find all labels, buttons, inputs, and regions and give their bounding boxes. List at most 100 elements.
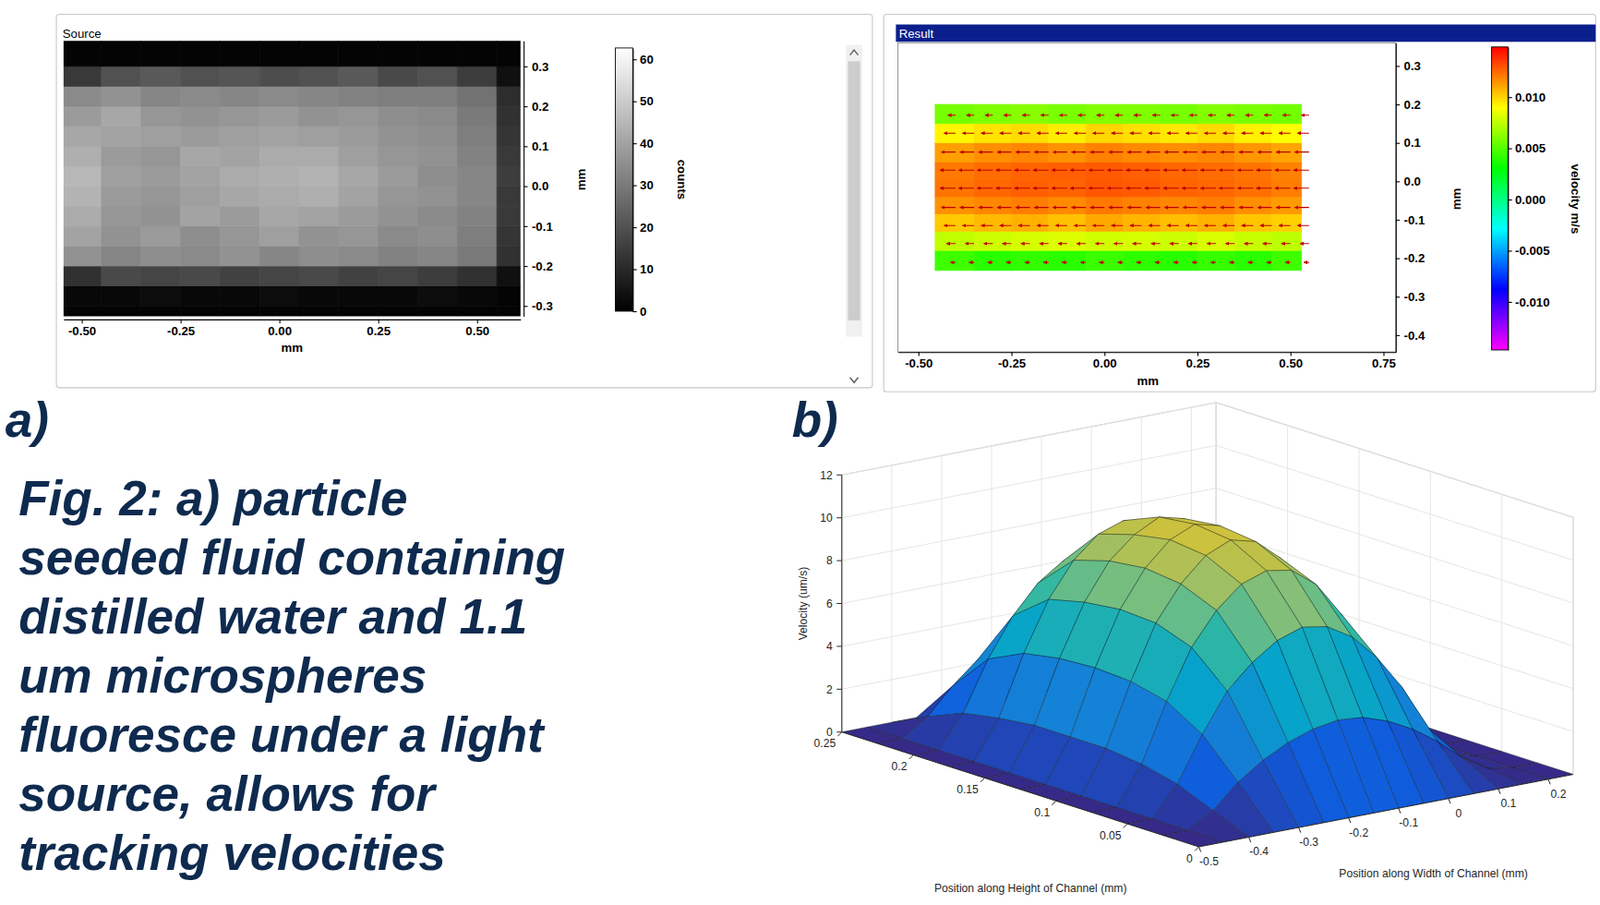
vector [958, 169, 975, 171]
cell [1197, 123, 1235, 144]
tick-mark [523, 145, 528, 147]
tick-label: 0.50 [1278, 356, 1303, 371]
cell [1272, 196, 1302, 215]
grid-line [1215, 402, 1574, 518]
vector [1148, 225, 1161, 227]
cell [1160, 250, 1198, 271]
tick-mark [279, 319, 281, 324]
cell [1234, 143, 1272, 163]
tick-label: -0.1 [1398, 816, 1419, 830]
tick: 0.3 [1395, 59, 1421, 73]
cell [338, 126, 379, 147]
cell [219, 145, 260, 167]
cell [378, 286, 419, 307]
vector [1040, 114, 1048, 116]
vector [1058, 114, 1067, 116]
vector [1229, 262, 1236, 264]
scroll-down[interactable] [850, 377, 859, 384]
vector [999, 225, 1012, 227]
cell [417, 66, 458, 87]
vector [1275, 206, 1291, 208]
tick-mark [1395, 258, 1400, 260]
tick-mark [1249, 837, 1252, 843]
tick-mark [632, 59, 637, 61]
vector [1185, 132, 1198, 134]
tick-label: -0.005 [1515, 243, 1551, 258]
cell [1010, 214, 1048, 232]
window-frame [883, 13, 1596, 392]
image-cells [63, 40, 521, 316]
cell [338, 286, 379, 307]
cell [219, 66, 260, 87]
tick-label: 0.75 [1371, 356, 1396, 371]
cell [1160, 230, 1198, 251]
cell [496, 226, 521, 247]
cell [63, 305, 102, 316]
cell [219, 40, 260, 67]
vector [1164, 206, 1179, 208]
grid-line [1215, 445, 1574, 560]
axis-title: mm [280, 340, 303, 355]
vector [1218, 187, 1235, 189]
vectors [939, 115, 1310, 263]
tick-mark [980, 777, 985, 782]
vector [960, 206, 975, 208]
vector [1191, 262, 1198, 264]
cell [1234, 214, 1272, 232]
scroll-up[interactable] [850, 49, 859, 56]
tick: 20 [632, 220, 653, 235]
tick-mark [836, 517, 843, 518]
cell [378, 106, 419, 127]
tick: -0.2 [523, 259, 554, 274]
vector [1220, 206, 1236, 208]
tick: -0.50 [904, 351, 933, 371]
vector [1111, 225, 1124, 227]
scrollbar[interactable] [845, 45, 863, 384]
vector [1200, 169, 1216, 171]
axis-line [523, 41, 525, 317]
tick-mark [632, 143, 637, 145]
cell [1048, 104, 1086, 124]
vector [1154, 262, 1161, 264]
vector [1294, 206, 1310, 208]
vector [1237, 169, 1253, 171]
vector [966, 114, 975, 116]
tick: 0.0 [523, 179, 549, 193]
vector [1061, 262, 1068, 264]
cell [974, 161, 1011, 180]
cell [1234, 161, 1272, 180]
tick: -0.3 [523, 299, 554, 313]
tick-label: 0.2 [1404, 97, 1421, 112]
vector [1033, 187, 1049, 189]
cell [101, 245, 142, 266]
cell [141, 305, 181, 316]
cell [417, 205, 458, 227]
vector [1275, 169, 1291, 171]
cell [1272, 161, 1302, 180]
vector [1239, 151, 1254, 153]
cell [338, 305, 379, 316]
cell [1160, 104, 1198, 124]
cell [457, 226, 497, 247]
scrollbar-thumb[interactable] [847, 60, 860, 321]
tick: 0.0 [1395, 174, 1421, 189]
vector [1220, 151, 1236, 153]
cell [935, 104, 975, 124]
vector [1106, 187, 1123, 189]
cell [1085, 230, 1123, 251]
cell [180, 245, 221, 266]
vector [1256, 169, 1273, 171]
vector [1202, 151, 1217, 153]
tick-label: -0.25 [998, 356, 1026, 371]
grid [842, 402, 1574, 775]
cell [417, 145, 458, 167]
cell [1085, 196, 1123, 215]
cell [1048, 230, 1086, 251]
vector [1055, 132, 1068, 134]
cell [378, 145, 419, 167]
cell [496, 126, 521, 147]
tick-label: 0.005 [1515, 141, 1546, 156]
cell [101, 66, 142, 87]
scrollbar-track[interactable] [845, 45, 863, 337]
tick-mark [632, 311, 637, 313]
